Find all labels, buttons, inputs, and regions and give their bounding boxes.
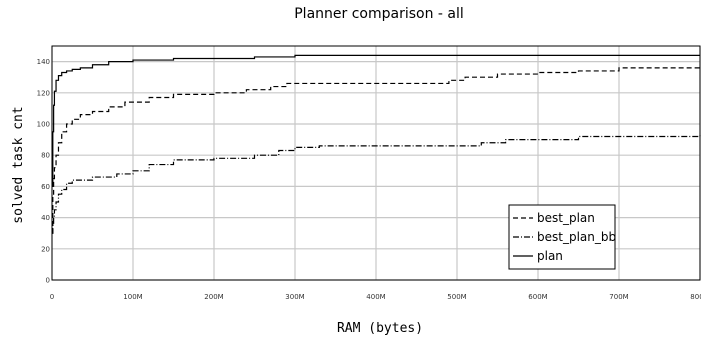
y-tick-label: 60	[41, 183, 50, 191]
series-line-best-plan-bb	[52, 134, 701, 234]
x-tick-label: 0	[50, 293, 54, 301]
chart-title: Planner comparison - all	[294, 6, 464, 22]
series-lines	[52, 54, 701, 234]
y-axis-label: solved task cnt	[11, 106, 26, 223]
x-tick-label: 300M	[285, 293, 304, 301]
legend-entry: plan	[537, 249, 563, 263]
x-tick-label: 400M	[366, 293, 385, 301]
x-tick-label: 200M	[204, 293, 223, 301]
y-ticks: 0 20 40 60 80 100 120 140	[37, 58, 50, 284]
y-tick-label: 100	[37, 121, 50, 129]
x-tick-label: 700M	[609, 293, 628, 301]
y-tick-label: 120	[37, 89, 50, 97]
series-line-best-plan	[52, 67, 700, 234]
plot-frame	[51, 45, 701, 281]
x-tick-label: 600M	[528, 293, 547, 301]
series-line-plan	[52, 54, 700, 187]
legend-entry: best_plan_bb	[537, 230, 616, 244]
grid	[51, 46, 701, 281]
y-tick-label: 0	[46, 277, 50, 285]
y-tick-label: 140	[37, 58, 50, 66]
x-tick-label: 500M	[447, 293, 466, 301]
x-ticks: 0 100M 200M 300M 400M 500M 600M 700M 800M	[50, 293, 701, 301]
x-tick-label: 100M	[123, 293, 142, 301]
y-tick-label: 80	[41, 152, 50, 160]
x-axis-label: RAM (bytes)	[337, 321, 423, 336]
legend-entry: best_plan	[537, 211, 595, 225]
y-tick-label: 20	[41, 245, 50, 253]
x-tick-label: 800M	[690, 293, 701, 301]
y-tick-label: 40	[41, 214, 50, 222]
